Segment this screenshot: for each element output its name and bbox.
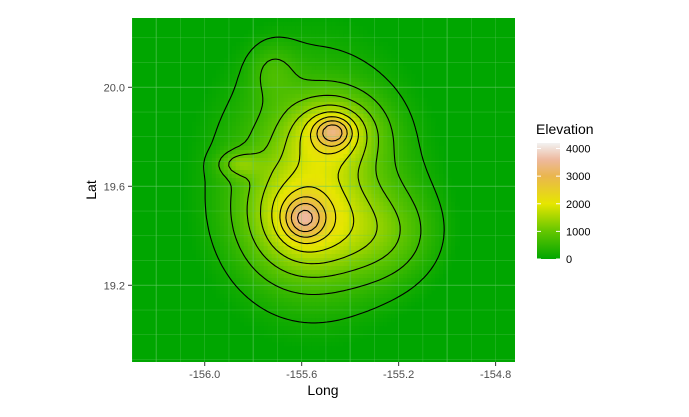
x-tick-label: -155.6 [286,369,317,381]
legend-label: 3000 [566,171,590,183]
legend-colorbar [537,143,560,259]
contour-line-200 [203,36,445,324]
x-tick-label: -155.2 [383,369,414,381]
contour-line-1800 [271,111,360,253]
contour-line-1000 [228,94,401,278]
x-tick-label: -156.0 [189,369,220,381]
legend-label: 0 [566,254,572,266]
legend-ticks: 0 1000 2000 3000 4000 [537,144,590,266]
legend-title: Elevation [536,121,594,137]
contour-line-2600 [285,120,348,238]
y-tick-label: 19.2 [104,280,125,292]
contour-line-2200 [279,116,353,245]
legend-label: 1000 [566,226,590,238]
legend: Elevation 0 1000 2000 3000 4000 [536,121,594,266]
y-axis-title: Lat [83,180,99,200]
x-axis: -156.0 -155.6 -155.2 -154.8 [189,362,511,381]
legend-label: 4000 [566,144,590,156]
y-axis: 19.2 19.6 20.0 [104,82,132,292]
x-tick-label: -154.8 [480,369,511,381]
contour-line-3400 [296,209,313,226]
contour-line-3000 [290,124,343,233]
y-tick-label: 20.0 [104,82,125,94]
y-tick-label: 19.6 [104,181,125,193]
contour-line-1400 [259,104,378,265]
elevation-field [183,18,460,351]
x-axis-title: Long [307,382,338,398]
legend-label: 2000 [566,199,590,211]
contour-lines [203,36,445,324]
contour-line-600 [218,58,422,296]
